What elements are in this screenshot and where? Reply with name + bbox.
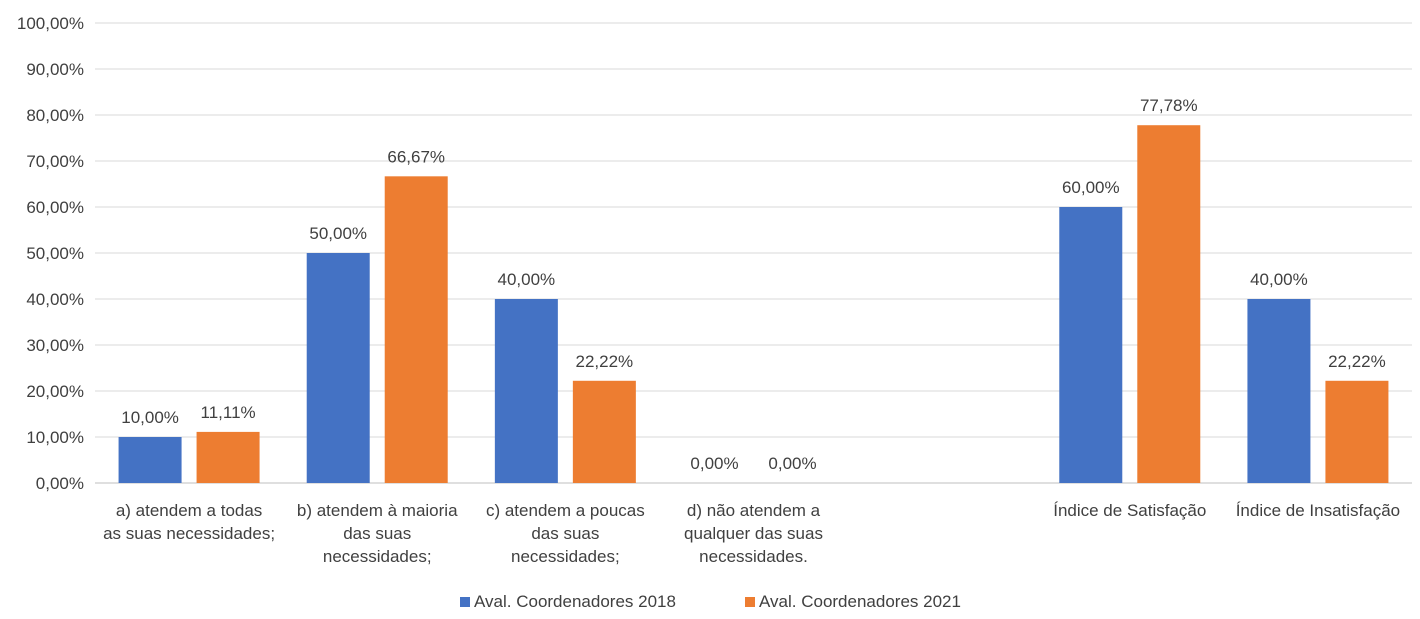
category-label: necessidades; (323, 547, 432, 566)
y-tick-label: 0,00% (36, 474, 84, 493)
y-tick-label: 50,00% (26, 244, 84, 263)
data-label: 60,00% (1062, 178, 1120, 197)
data-label: 22,22% (1328, 352, 1386, 371)
y-tick-label: 60,00% (26, 198, 84, 217)
bar-0-2 (494, 299, 558, 483)
bars (118, 125, 1389, 483)
data-label: 22,22% (576, 352, 634, 371)
data-label: 10,00% (121, 408, 179, 427)
data-label: 66,67% (387, 147, 445, 166)
category-label: a) atendem a todas (116, 501, 262, 520)
category-label: Índice de Insatisfação (1236, 501, 1400, 520)
y-axis: 0,00% 10,00% 20,00% 30,00% 40,00% 50,00% 60,00… (17, 14, 84, 493)
category-label: c) atendem a poucas (486, 501, 645, 520)
bar-0-0 (118, 437, 182, 483)
y-tick-label: 30,00% (26, 336, 84, 355)
bar-1-6 (1325, 380, 1389, 483)
category-label: b) atendem à maioria (297, 501, 458, 520)
bar-1-0 (196, 431, 260, 483)
data-label: 11,11% (201, 403, 256, 422)
y-tick-label: 70,00% (26, 152, 84, 171)
bar-0-5 (1059, 207, 1123, 483)
data-label: 40,00% (498, 270, 556, 289)
category-label: as suas necessidades; (103, 524, 275, 543)
y-tick-label: 20,00% (26, 382, 84, 401)
y-tick-label: 90,00% (26, 60, 84, 79)
category-label: qualquer das suas (684, 524, 823, 543)
data-label: 40,00% (1250, 270, 1308, 289)
data-label: 0,00% (690, 454, 738, 473)
data-label: 50,00% (309, 224, 367, 243)
category-label: das suas (343, 524, 411, 543)
legend: Aval. Coordenadores 2018 Aval. Coordenado… (460, 592, 961, 611)
data-label: 77,78% (1140, 96, 1198, 115)
data-labels: 10,00% 50,00% 40,00% 0,00% 60,00% 40,00% 11,11… (121, 96, 1386, 473)
category-label: das suas (531, 524, 599, 543)
x-axis: a) atendem a todas as suas necessidades; b… (103, 501, 1400, 566)
bar-1-1 (384, 176, 448, 483)
bar-0-1 (306, 253, 370, 483)
legend-swatch (460, 597, 470, 607)
legend-label: Aval. Coordenadores 2021 (759, 592, 961, 611)
category-label: Índice de Satisfação (1053, 501, 1206, 520)
bar-1-2 (572, 380, 636, 483)
legend-label: Aval. Coordenadores 2018 (474, 592, 676, 611)
category-label: necessidades. (699, 547, 808, 566)
bar-0-6 (1247, 299, 1311, 483)
data-label: 0,00% (768, 454, 816, 473)
legend-swatch (745, 597, 755, 607)
bar-1-5 (1137, 125, 1201, 483)
category-label: d) não atendem a (687, 501, 821, 520)
y-tick-label: 40,00% (26, 290, 84, 309)
y-tick-label: 100,00% (17, 14, 84, 33)
y-tick-label: 80,00% (26, 106, 84, 125)
category-label: necessidades; (511, 547, 620, 566)
gridlines (95, 22, 1412, 484)
y-tick-label: 10,00% (26, 428, 84, 447)
